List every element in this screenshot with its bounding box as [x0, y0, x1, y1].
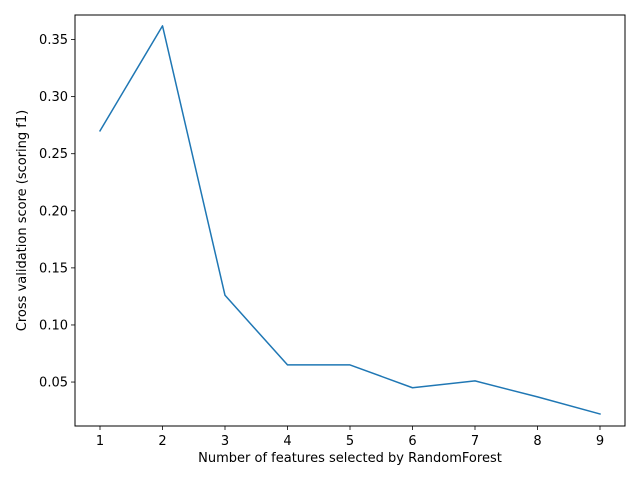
- y-axis-label: Cross validation score (scoring f1): [15, 110, 30, 331]
- x-tick-label: 2: [158, 434, 166, 449]
- ticks: 1 2 3 4 5 6 7 8 9 0.05 0.10 0.15 0.20 0.25 0.30 0.35: [39, 33, 604, 449]
- axes-frame: [74, 14, 626, 427]
- y-tick-label: 0.25: [39, 147, 68, 162]
- plot-area: [98, 25, 601, 415]
- y-tick-label: 0.10: [39, 318, 68, 333]
- x-tick-label: 3: [221, 434, 229, 449]
- x-tick-label: 8: [533, 434, 541, 449]
- x-tick-label: 9: [596, 434, 604, 449]
- x-axis-label: Number of features selected by RandomFor…: [198, 451, 502, 466]
- y-tick-label: 0.15: [39, 261, 68, 276]
- x-tick-label: 7: [471, 434, 479, 449]
- y-tick-label: 0.20: [39, 204, 68, 219]
- y-tick-label: 0.05: [39, 376, 68, 391]
- x-tick-label: 5: [346, 434, 354, 449]
- y-tick-label: 0.30: [39, 90, 68, 105]
- y-tick-label: 0.35: [39, 33, 68, 48]
- x-tick-label: 1: [96, 434, 104, 449]
- x-tick-label: 4: [283, 434, 291, 449]
- x-tick-label: 6: [408, 434, 416, 449]
